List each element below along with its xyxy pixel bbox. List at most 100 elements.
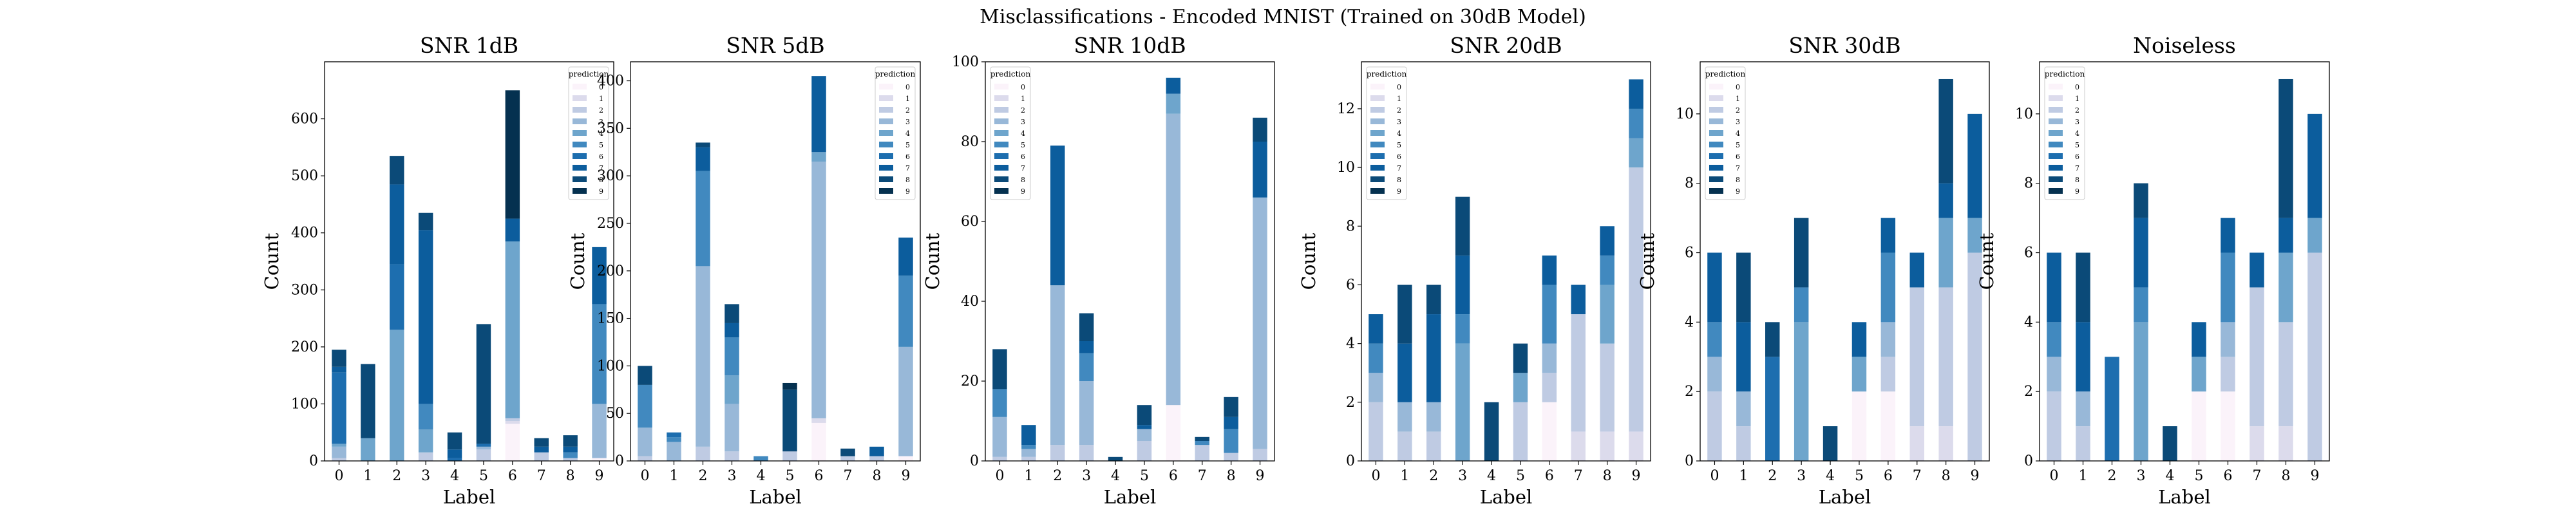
bar-segment (638, 366, 652, 385)
bar-segment (1253, 142, 1267, 198)
x-tick-label: 1 (1024, 468, 1033, 484)
bar-segment (1137, 429, 1152, 441)
bar-segment (1542, 402, 1557, 461)
y-tick-label: 300 (291, 282, 318, 298)
legend-label: 8 (905, 176, 910, 184)
y-tick-label: 200 (597, 263, 624, 279)
x-axis-label: Label (443, 486, 496, 508)
x-tick-label: 8 (873, 468, 882, 484)
x-tick-label: 8 (2282, 468, 2291, 484)
x-tick-label: 9 (1632, 468, 1641, 484)
y-tick-label: 100 (291, 396, 318, 412)
bar-segment (667, 437, 681, 442)
legend-swatch (2049, 165, 2063, 171)
legend-label: 8 (1736, 176, 1740, 184)
legend-swatch (2049, 95, 2063, 101)
bar-segment (2047, 357, 2061, 392)
legend: prediction 0 1 2 3 4 5 6 7 8 9 (568, 66, 609, 200)
x-tick-label: 7 (537, 468, 546, 484)
bar-segment (1079, 313, 1094, 341)
bar-segment (505, 218, 520, 241)
bar-segment (1880, 218, 1896, 253)
bar-segment (1050, 285, 1065, 445)
y-tick-label: 60 (961, 214, 979, 230)
bar-segment (811, 76, 826, 153)
bar-segment (1542, 343, 1557, 373)
bar-segment (2278, 322, 2293, 427)
legend-swatch (1370, 153, 1385, 159)
y-tick-label: 0 (970, 453, 979, 469)
legend-swatch (2049, 188, 2063, 194)
legend-swatch (1709, 130, 1723, 136)
legend-label: 5 (1397, 141, 1401, 149)
x-tick-label: 1 (670, 468, 679, 484)
x-tick-label: 0 (641, 468, 650, 484)
legend-swatch (994, 165, 1009, 171)
y-tick-label: 12 (1337, 101, 1355, 117)
x-tick-label: 5 (479, 468, 488, 484)
bar-segment (592, 247, 607, 304)
bar-segment (2047, 252, 2061, 323)
bar-segment (476, 444, 491, 447)
legend-swatch (1370, 84, 1385, 89)
legend-title: prediction (875, 70, 916, 79)
legend-label: 2 (1397, 106, 1401, 115)
bar-segment (1571, 314, 1586, 432)
x-axis-label: Label (2158, 486, 2211, 508)
bar-segment (1397, 343, 1412, 402)
bar-segment (2076, 391, 2090, 427)
bar-segment (1108, 456, 1123, 461)
y-axis-label: Count (1976, 232, 1998, 290)
legend-label: 4 (1736, 129, 1740, 138)
legend: prediction 0 1 2 3 4 5 6 7 8 9 (875, 66, 916, 200)
chart-title: SNR 10dB (1074, 33, 1186, 58)
bar-segment (2076, 426, 2090, 461)
x-tick-label: 0 (334, 468, 343, 484)
bar-segment (563, 446, 578, 453)
bar-segment (1707, 322, 1722, 357)
x-tick-label: 2 (1768, 468, 1777, 484)
legend-label: 1 (1397, 95, 1401, 103)
bar-segment (1253, 449, 1267, 461)
bar-segment (1253, 117, 1267, 142)
x-tick-label: 0 (1710, 468, 1719, 484)
bar-segment (1880, 391, 1896, 461)
y-tick-label: 0 (1685, 453, 1694, 469)
legend: prediction 0 1 2 3 4 5 6 7 8 9 (1366, 66, 1407, 200)
legend-swatch (573, 107, 587, 113)
bar-segment (361, 364, 375, 438)
y-tick-label: 10 (2015, 106, 2033, 122)
bar-segment (592, 404, 607, 458)
bar-segment (2134, 218, 2148, 288)
bar-segment (1880, 357, 1896, 392)
legend-label: 1 (2075, 95, 2079, 103)
x-tick-label: 4 (2166, 468, 2175, 484)
legend-swatch (1370, 188, 1385, 194)
bar-segment (1513, 373, 1528, 402)
bar-segment (724, 375, 739, 404)
legend-label: 4 (599, 129, 603, 138)
legend-swatch (994, 176, 1009, 182)
bar-segment (638, 456, 652, 461)
legend-swatch (1709, 118, 1723, 124)
bar-segment (1166, 113, 1181, 406)
legend-title: prediction (1367, 70, 1407, 79)
bar-segment (592, 458, 607, 461)
bar-segment (592, 304, 607, 404)
legend-swatch (1709, 142, 1723, 147)
legend-swatch (994, 84, 1009, 89)
bar-segment (667, 442, 681, 461)
legend-swatch (1370, 95, 1385, 101)
legend-swatch (994, 142, 1009, 147)
bar-segment (782, 389, 797, 452)
bar-segment (1909, 252, 1924, 288)
bar-segment (2076, 322, 2090, 392)
bar-segment (332, 458, 346, 461)
bar-segment (992, 417, 1007, 457)
bar-segment (1368, 402, 1383, 461)
legend-swatch (2049, 107, 2063, 113)
bar-segment (2192, 322, 2206, 357)
legend-label: 7 (1736, 164, 1740, 173)
